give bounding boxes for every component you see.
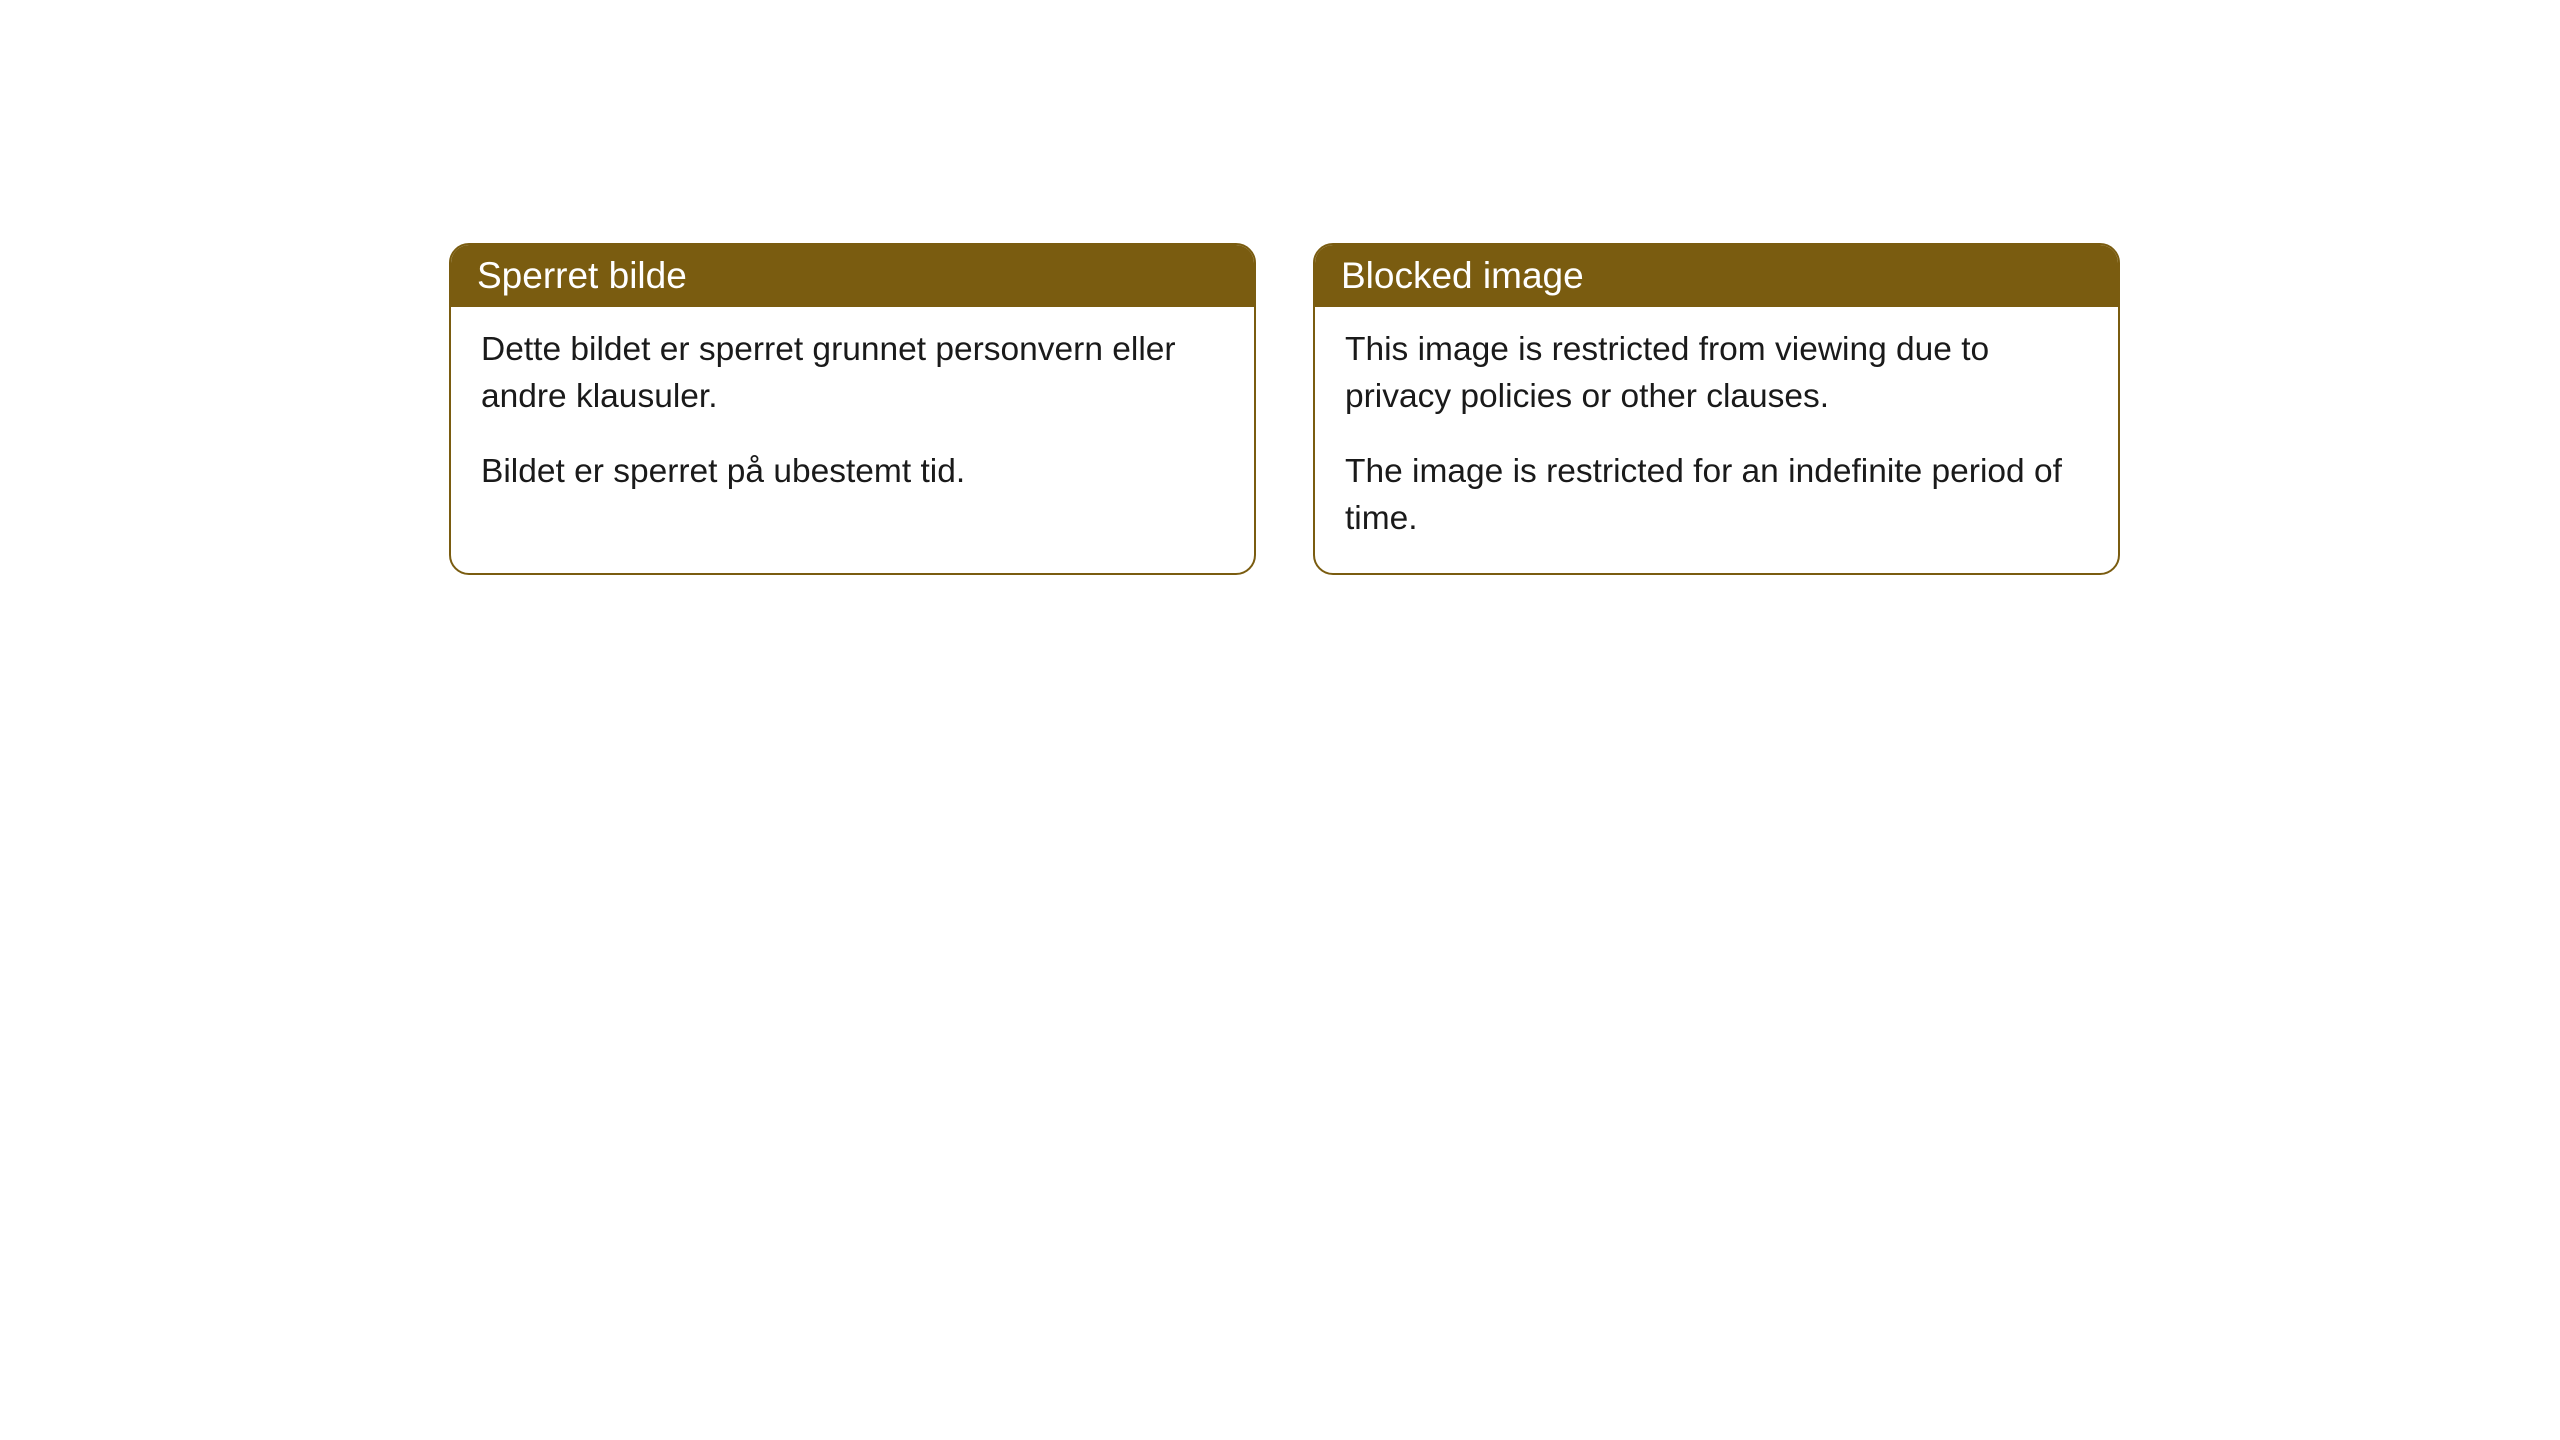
card-title: Blocked image [1341, 255, 1584, 296]
card-paragraph: Dette bildet er sperret grunnet personve… [481, 327, 1224, 421]
card-header: Blocked image [1315, 245, 2118, 307]
notice-card-norwegian: Sperret bilde Dette bildet er sperret gr… [449, 243, 1256, 575]
card-body: Dette bildet er sperret grunnet personve… [451, 307, 1254, 526]
card-header: Sperret bilde [451, 245, 1254, 307]
notice-container: Sperret bilde Dette bildet er sperret gr… [449, 243, 2120, 575]
card-paragraph: Bildet er sperret på ubestemt tid. [481, 449, 1224, 496]
card-paragraph: This image is restricted from viewing du… [1345, 327, 2088, 421]
notice-card-english: Blocked image This image is restricted f… [1313, 243, 2120, 575]
card-paragraph: The image is restricted for an indefinit… [1345, 449, 2088, 543]
card-body: This image is restricted from viewing du… [1315, 307, 2118, 573]
card-title: Sperret bilde [477, 255, 687, 296]
